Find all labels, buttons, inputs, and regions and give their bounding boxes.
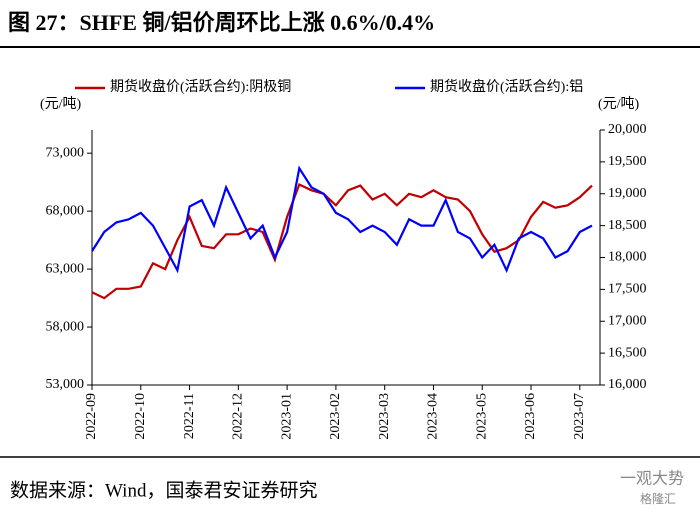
y-tick-label: 68,000 [46, 203, 85, 218]
y2-tick-label: 17,500 [608, 282, 647, 297]
x-tick-label: 2023-04 [426, 393, 441, 440]
y2-axis-label: (元/吨) [598, 96, 640, 112]
source: 数据来源：Wind，国泰君安证券研究 [10, 479, 317, 501]
watermark: 格隆汇 [640, 491, 676, 506]
y2-tick-label: 16,500 [608, 345, 647, 360]
y2-tick-label: 20,000 [608, 122, 647, 137]
chart-title: 图 27：SHFE 铜/铝价周环比上涨 0.6%/0.4% [8, 10, 435, 35]
x-tick-label: 2023-01 [279, 393, 294, 440]
y-tick-label: 53,000 [46, 377, 85, 392]
y2-tick-label: 19,000 [608, 186, 647, 201]
watermark: 一观大势 [620, 470, 684, 488]
y2-tick-label: 17,000 [608, 313, 647, 328]
series-line [91, 165, 593, 274]
x-tick-label: 2023-03 [377, 393, 392, 440]
y2-tick-label: 16,000 [608, 377, 647, 392]
legend-label: 期货收盘价(活跃合约):阴极铜 [110, 78, 291, 95]
x-tick-label: 2023-07 [572, 393, 587, 440]
x-tick-label: 2023-05 [474, 393, 489, 440]
x-tick-label: 2023-06 [523, 393, 538, 440]
y-axis-label: (元/吨) [40, 96, 82, 112]
x-tick-label: 2022-09 [84, 393, 99, 440]
x-tick-label: 2023-02 [328, 393, 343, 440]
y-tick-label: 63,000 [46, 261, 85, 276]
x-tick-label: 2022-10 [133, 393, 148, 440]
x-tick-label: 2022-12 [231, 393, 246, 440]
y2-tick-label: 18,000 [608, 250, 647, 265]
y-tick-label: 58,000 [46, 319, 85, 334]
legend-label: 期货收盘价(活跃合约):铝 [430, 78, 583, 95]
y-tick-label: 73,000 [46, 145, 85, 160]
y2-tick-label: 19,500 [608, 154, 647, 169]
x-tick-label: 2022-11 [182, 393, 197, 439]
y2-tick-label: 18,500 [608, 218, 647, 233]
series-line [91, 182, 593, 300]
